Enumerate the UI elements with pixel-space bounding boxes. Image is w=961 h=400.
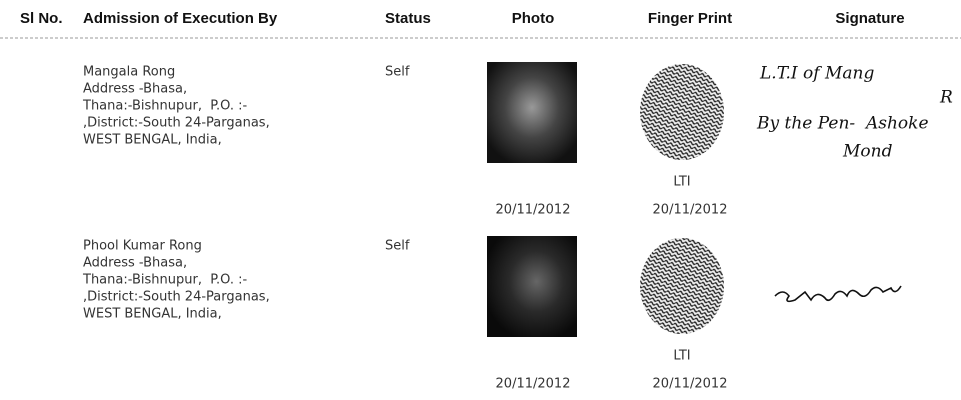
status: Self <box>385 65 410 80</box>
address-line: ,District:-South 24-Parganas, <box>83 290 270 305</box>
finger-date: 20/11/2012 <box>653 377 728 392</box>
signature-scrawl <box>774 285 902 303</box>
address-line: Address -Bhasa, <box>83 82 187 97</box>
photo-date: 20/11/2012 <box>496 203 571 218</box>
signature-text: Mond <box>842 142 893 162</box>
address-line: WEST BENGAL, India, <box>83 133 222 148</box>
column-header: Photo <box>512 10 555 27</box>
address-line: Address -Bhasa, <box>83 256 187 271</box>
address-line: Thana:-Bishnupur, P.O. :- <box>82 273 248 288</box>
column-header: Status <box>385 10 431 27</box>
fingerprint <box>640 238 724 334</box>
column-header: Sl No. <box>20 10 63 27</box>
photo <box>487 62 577 163</box>
finger-label: LTI <box>673 175 690 190</box>
column-header: Finger Print <box>648 10 732 27</box>
finger-label: LTI <box>673 349 690 364</box>
address-line: Thana:-Bishnupur, P.O. :- <box>82 99 248 114</box>
fingerprint <box>640 64 724 160</box>
party-name: Mangala Rong <box>83 65 175 80</box>
photo <box>487 236 577 337</box>
signature-text: By the Pen- Ashoke <box>756 114 929 134</box>
address-line: WEST BENGAL, India, <box>83 307 222 322</box>
party-name: Phool Kumar Rong <box>83 239 202 254</box>
finger-date: 20/11/2012 <box>653 203 728 218</box>
photo-date: 20/11/2012 <box>496 377 571 392</box>
column-header: Admission of Execution By <box>83 10 278 27</box>
status: Self <box>385 239 410 254</box>
column-header: Signature <box>835 10 904 27</box>
signature-text: R <box>939 88 953 108</box>
signature-text: L.T.I of Mang <box>759 64 874 84</box>
address-line: ,District:-South 24-Parganas, <box>83 116 270 131</box>
